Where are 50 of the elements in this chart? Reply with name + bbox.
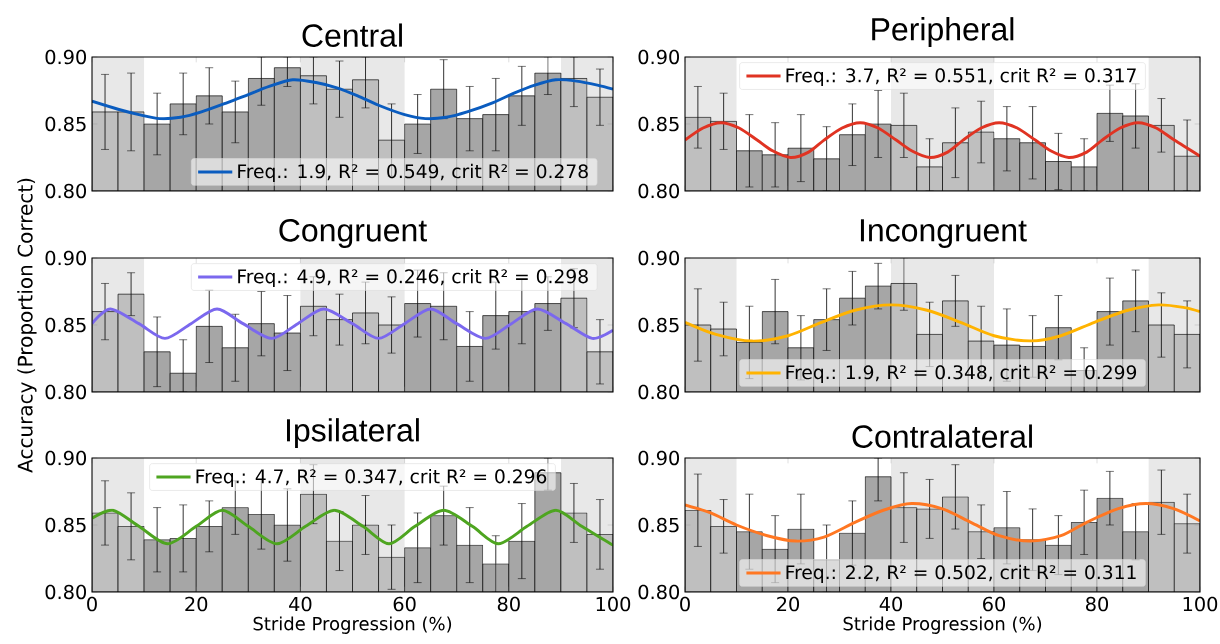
chart-title: Incongruent [860,219,1027,248]
x-axis-title: Stride Progression (%) [843,616,1042,634]
x-tick-label: 20 [185,596,208,612]
line-series [92,307,613,340]
y-tick-label: 0.80 [45,384,87,400]
y-tick-label: 0.85 [45,517,86,533]
x-axis-title: Stride Progression (%) [253,616,452,634]
legend-label: Freq.: 1.9, R² = 0.549, crit R² = 0.278 [238,163,588,182]
y-tick-label: 0.80 [638,183,680,199]
x-tick-label: 0 [87,596,97,612]
x-tick-label: 60 [983,596,1006,612]
x-tick-label: 80 [1086,596,1109,612]
y-tick-label: 0.80 [638,384,680,400]
y-tick-label: 0.80 [638,584,680,600]
line-series [685,303,1201,343]
y-tick-label: 0.85 [638,317,679,333]
x-tick-label: 20 [777,596,800,612]
line-series [685,502,1201,543]
legend-label: Freq.: 4.7, R² = 0.347, crit R² = 0.296 [196,468,547,488]
chart-title: Ipsilateral [286,418,419,448]
x-tick-label: 40 [879,596,903,612]
line-series [92,78,613,121]
legend-label: Freq.: 4.9, R² = 0.246, crit R² = 0.298 [238,268,588,288]
y-tick-label: 0.85 [45,317,86,333]
x-tick-label: 40 [289,596,312,612]
line-series [92,508,613,546]
y-tick-label: 0.90 [638,450,680,466]
legend-label: Freq.: 1.9, R² = 0.348, crit R² = 0.299 [786,364,1137,383]
x-tick-label: 100 [1183,596,1218,612]
y-tick-label: 0.90 [638,49,680,65]
y-tick-label: 0.90 [45,450,87,466]
y-tick-label: 0.90 [45,49,87,65]
chart-title: Contralateral [852,424,1032,448]
legend-label: Freq.: 2.2, R² = 0.502, crit R² = 0.311 [786,564,1136,583]
y-tick-label: 0.90 [638,250,680,266]
y-tick-label: 0.85 [638,517,679,533]
x-tick-label: 100 [596,596,631,612]
y-tick-label: 0.85 [45,116,86,132]
y-tick-label: 0.80 [45,183,87,199]
y-tick-label: 0.80 [45,584,87,600]
legend-label: Freq.: 3.7, R² = 0.551, crit R² = 0.317 [786,67,1136,87]
y-axis-title: Accuracy (Proportion Correct) [17,178,37,473]
chart-title: Central [302,23,402,47]
x-tick-label: 0 [680,596,690,612]
x-tick-label: 80 [497,596,520,612]
chart-title: Peripheral [872,17,1014,47]
y-tick-label: 0.85 [638,116,679,132]
y-tick-label: 0.90 [45,250,87,266]
x-tick-label: 60 [393,596,416,612]
chart-title: Congruent [279,218,427,248]
